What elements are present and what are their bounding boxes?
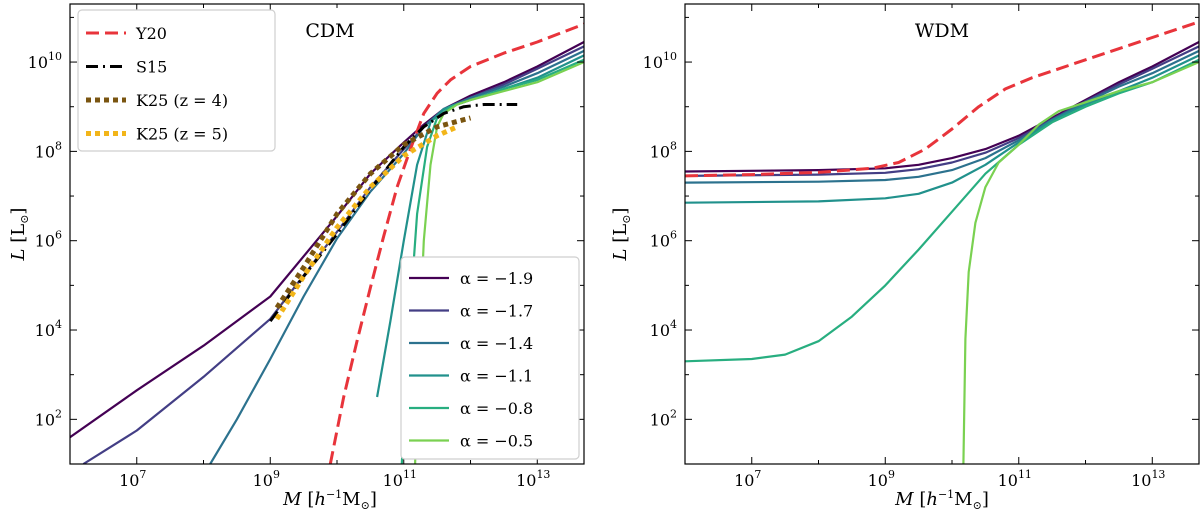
cdm-axis-ticks: 107 109 1011 1013 102 104 106 108 1010 (28, 4, 584, 490)
wdm-xtick-label-7: 107 (734, 468, 761, 490)
cdm-panel: 107 109 1011 1013 102 104 106 108 1010 CDM Y20 S1… (8, 3, 585, 512)
cdm-ytick-label-6: 106 (35, 229, 62, 251)
cdm-ytick-label-2: 102 (35, 407, 62, 429)
wdm-xtick-label-11: 1011 (998, 468, 1032, 490)
legend-alpha-label-1: α = −1.7 (460, 302, 533, 321)
cdm-ytick-label-10: 1010 (28, 50, 62, 72)
legend-alpha-label-3: α = −1.1 (460, 367, 533, 386)
legend-alpha-label-4: α = −0.8 (460, 399, 533, 418)
wdm-series-line-3 (685, 54, 1199, 204)
cdm-legend-styles: Y20 S15 K25 (z = 4) K25 (z = 5) (77, 9, 276, 152)
wdm-ytick-label-10: 1010 (643, 50, 677, 72)
wdm-axis-ticks: 107 109 1011 1013 102 104 106 108 1010 (643, 4, 1199, 490)
cdm-series-line-9 (274, 124, 459, 321)
wdm-series-group (685, 20, 1199, 464)
cdm-ytick-label-4: 104 (35, 318, 62, 340)
wdm-series-line-1 (685, 45, 1199, 177)
cdm-xtick-label-11: 1011 (383, 468, 417, 490)
legend-label-3: K25 (z = 5) (136, 125, 228, 144)
cdm-plot-frame (69, 3, 585, 465)
legend-alpha-label-5: α = −0.5 (460, 432, 533, 451)
wdm-xtick-label-13: 1013 (1131, 468, 1165, 490)
wdm-series-line-2 (685, 49, 1199, 184)
wdm-series-line-4 (685, 58, 1199, 363)
wdm-xtick-label-9: 109 (868, 468, 895, 490)
wdm-ytick-label-4: 104 (650, 318, 677, 340)
wdm-ytick-label-2: 102 (650, 407, 677, 429)
legend-label-0: Y20 (135, 24, 167, 43)
cdm-series-line-8 (274, 115, 472, 310)
cdm-xtick-label-7: 107 (119, 468, 146, 490)
legend-styles-box (77, 9, 276, 152)
wdm-series-line-0 (685, 41, 1199, 173)
cdm-xtick-label-9: 109 (253, 468, 280, 490)
cdm-ytick-label-8: 108 (35, 139, 62, 161)
legend-alpha-label-0: α = −1.9 (460, 269, 533, 288)
legend-label-1: S15 (136, 58, 167, 77)
legend-alpha-label-2: α = −1.4 (460, 334, 533, 353)
wdm-x-axis-label: M [h−1M⊙] (894, 488, 989, 512)
cdm-x-axis-label: M [h−1M⊙] (282, 488, 377, 512)
wdm-y-axis-label: L [L⊙] (610, 208, 633, 262)
cdm-xtick-label-13: 1013 (516, 468, 550, 490)
wdm-series-line-5 (962, 61, 1199, 464)
cdm-legend-alpha: α = −1.9 α = −1.7 α = −1.4 α = −1.1 α = −0.8… (400, 256, 580, 460)
wdm-ytick-label-6: 106 (650, 229, 677, 251)
wdm-ytick-label-8: 108 (650, 139, 677, 161)
wdm-plot-frame (684, 3, 1200, 465)
cdm-panel-title: CDM (305, 20, 354, 42)
wdm-series-line-6 (685, 20, 1199, 178)
cdm-y-axis-label: L [L⊙] (8, 208, 31, 262)
wdm-panel: 107 109 1011 1013 102 104 106 108 1010 WDM M [h−… (610, 3, 1200, 512)
legend-label-2: K25 (z = 4) (136, 91, 228, 110)
cdm-series-line-6 (328, 22, 584, 464)
wdm-panel-title: WDM (915, 20, 969, 42)
